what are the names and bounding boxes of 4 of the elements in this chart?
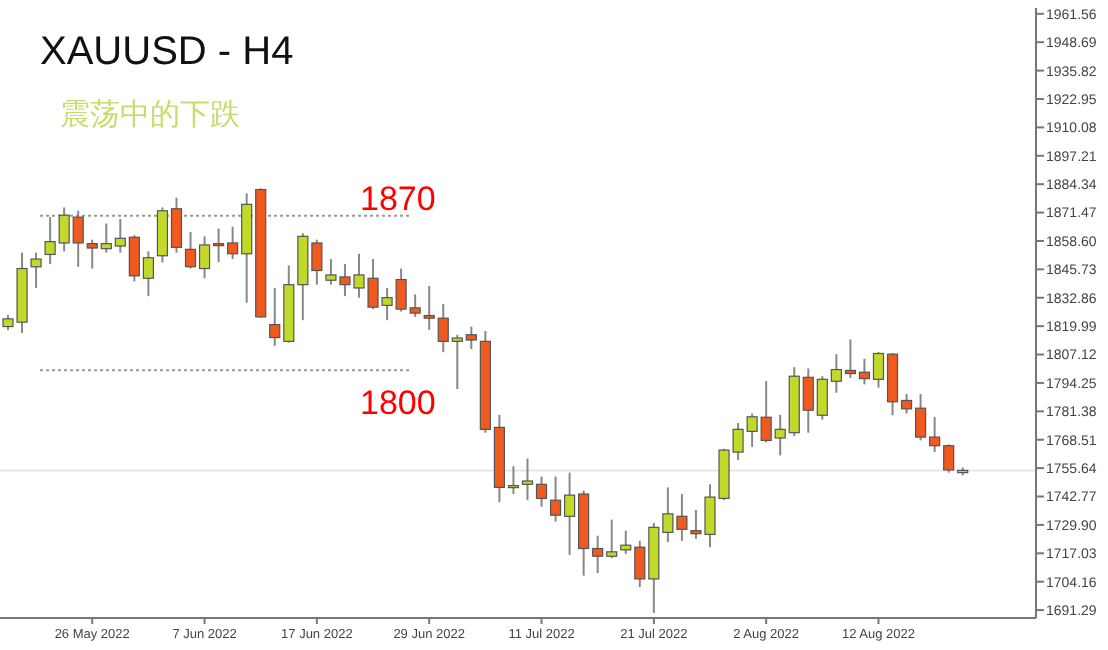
ref-line-label: 1800	[360, 384, 436, 423]
text: XAUUSD - H4	[40, 30, 294, 74]
text: 震荡中的下跌	[60, 98, 240, 132]
ref-line-label: 1870	[360, 179, 436, 218]
